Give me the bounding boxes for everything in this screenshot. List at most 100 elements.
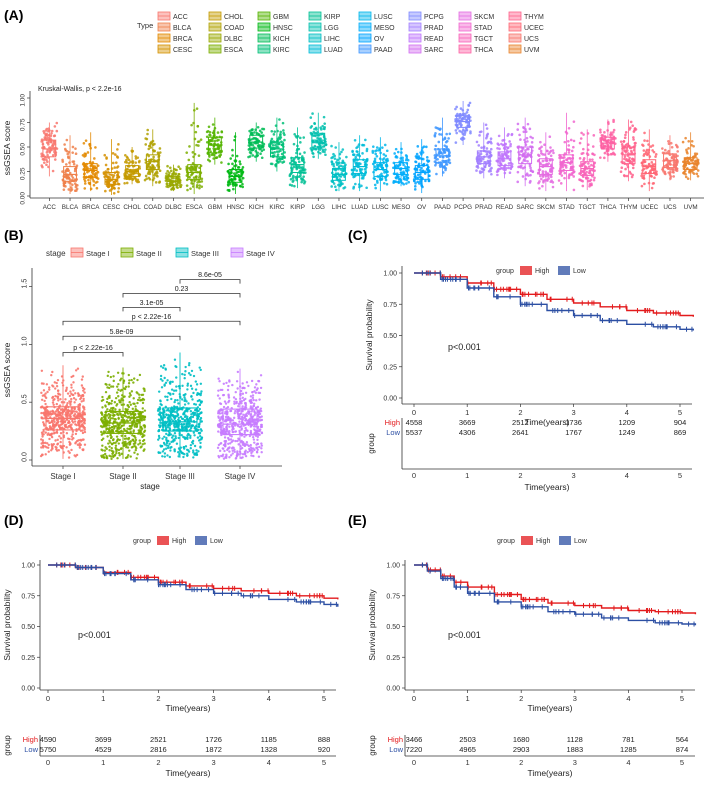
jitter-point-acc [50,129,54,133]
x-tick-label-brca: BRCA [82,204,100,211]
jitter-point-stage-ii [133,416,136,420]
jitter-point-stage-ii [140,414,143,417]
jitter-point-stage-iv [251,391,254,394]
jitter-point-stage-iii [172,389,176,392]
jitter-point-thca [599,156,602,159]
jitter-point-stage-i [76,414,79,417]
jitter-point-brca [94,172,98,175]
jitter-point-read [508,140,511,143]
jitter-point-dlbc [166,169,169,173]
jitter-point-dlbc [177,173,181,176]
jitter-point-lihc [338,161,341,165]
jitter-point-paad [438,132,441,136]
jitter-point-coad [151,163,154,167]
jitter-point-stage-iii [190,369,194,373]
jitter-point-lihc [335,175,338,179]
jitter-point-sarc [522,130,526,134]
jitter-point-thym [624,167,627,171]
jitter-point-kich [260,156,264,160]
jitter-point-pcpg [467,103,470,107]
jitter-point-acc [51,169,55,173]
jitter-point-kich [260,149,264,153]
jitter-point-skcm [546,149,549,153]
jitter-point-thca [603,156,606,160]
jitter-point-stage-ii [135,425,138,429]
x-tick-label-uvm: UVM [684,204,698,211]
jitter-point-acc [48,146,51,149]
jitter-point-dlbc [177,165,180,169]
y-tick-label: 1.0 [22,336,29,346]
jitter-point-stage-iv [241,392,245,395]
jitter-point-pcpg [455,105,458,109]
jitter-point-paad [444,162,448,166]
jitter-point-stage-ii [104,404,107,407]
jitter-point-ov [417,182,421,185]
jitter-point-dlbc [170,176,174,180]
jitter-point-stage-ii [105,383,108,386]
jitter-point-blca [61,158,64,162]
jitter-point-tgct [582,147,585,151]
jitter-point-stage-ii [143,426,146,429]
x-tick-label-sarc: SARC [516,204,534,211]
jitter-point-stage-i [68,400,71,403]
jitter-point-meso [394,180,398,184]
jitter-point-meso [407,180,411,184]
jitter-point-thca [612,118,615,122]
jitter-point-stage-iii [177,416,180,420]
jitter-point-kirp [297,175,301,179]
jitter-point-stage-i [60,420,64,423]
jitter-point-stage-ii [118,454,121,457]
jitter-point-stage-ii [112,438,115,441]
jitter-point-stage-iii [170,445,173,449]
jitter-point-ucs [661,147,664,150]
jitter-point-prad [487,140,490,144]
jitter-point-acc [46,129,50,133]
jitter-point-cesc [104,172,108,176]
x-tick-label-stage-i: Stage I [50,472,75,481]
jitter-point-stage-ii [124,387,127,391]
jitter-point-kirp [293,132,296,136]
jitter-point-thym [625,158,628,161]
jitter-point-stage-i [50,443,53,446]
jitter-point-lihc [340,150,343,154]
jitter-point-stage-ii [110,426,114,429]
jitter-point-stage-iii [161,366,165,370]
panel-label-b: (B) [4,227,23,243]
jitter-point-stage-iii [187,372,191,375]
jitter-point-stage-iv [222,405,226,409]
jitter-point-meso [406,158,410,162]
legend-title: Type [137,21,153,30]
jitter-point-stage-ii [116,412,119,415]
jitter-point-stage-iii [176,413,180,417]
jitter-point-ucs [664,148,667,152]
jitter-point-stage-ii [115,435,119,438]
jitter-point-stage-i [50,373,53,377]
jitter-point-thca [612,151,615,155]
jitter-point-prad [478,130,482,134]
jitter-point-stage-ii [127,427,131,431]
jitter-point-stage-ii [143,442,146,445]
x-tick-label-gbm: GBM [208,204,222,211]
jitter-point-stage-iii [162,448,166,451]
jitter-point-stage-i [74,432,78,436]
jitter-point-ucec [644,150,648,153]
jitter-point-hnsc [232,172,236,175]
jitter-point-read [507,132,510,136]
jitter-point-stage-iii [171,440,175,443]
jitter-point-stage-iii [183,436,186,439]
jitter-point-tgct [592,178,596,182]
jitter-point-stage-ii [125,415,128,418]
jitter-point-lgg [322,127,326,130]
jitter-point-stage-i [66,402,69,405]
jitter-point-stage-i [70,383,73,387]
jitter-point-acc [40,152,43,156]
jitter-point-stage-iii [159,414,163,418]
jitter-point-stad [569,157,572,160]
jitter-point-paad [436,158,439,161]
jitter-point-sarc [521,166,525,170]
jitter-point-esca [189,165,193,168]
jitter-point-stage-iii [180,433,183,437]
jitter-point-kich [256,151,259,155]
jitter-point-stage-iii [180,417,184,420]
jitter-point-sarc [518,133,521,137]
